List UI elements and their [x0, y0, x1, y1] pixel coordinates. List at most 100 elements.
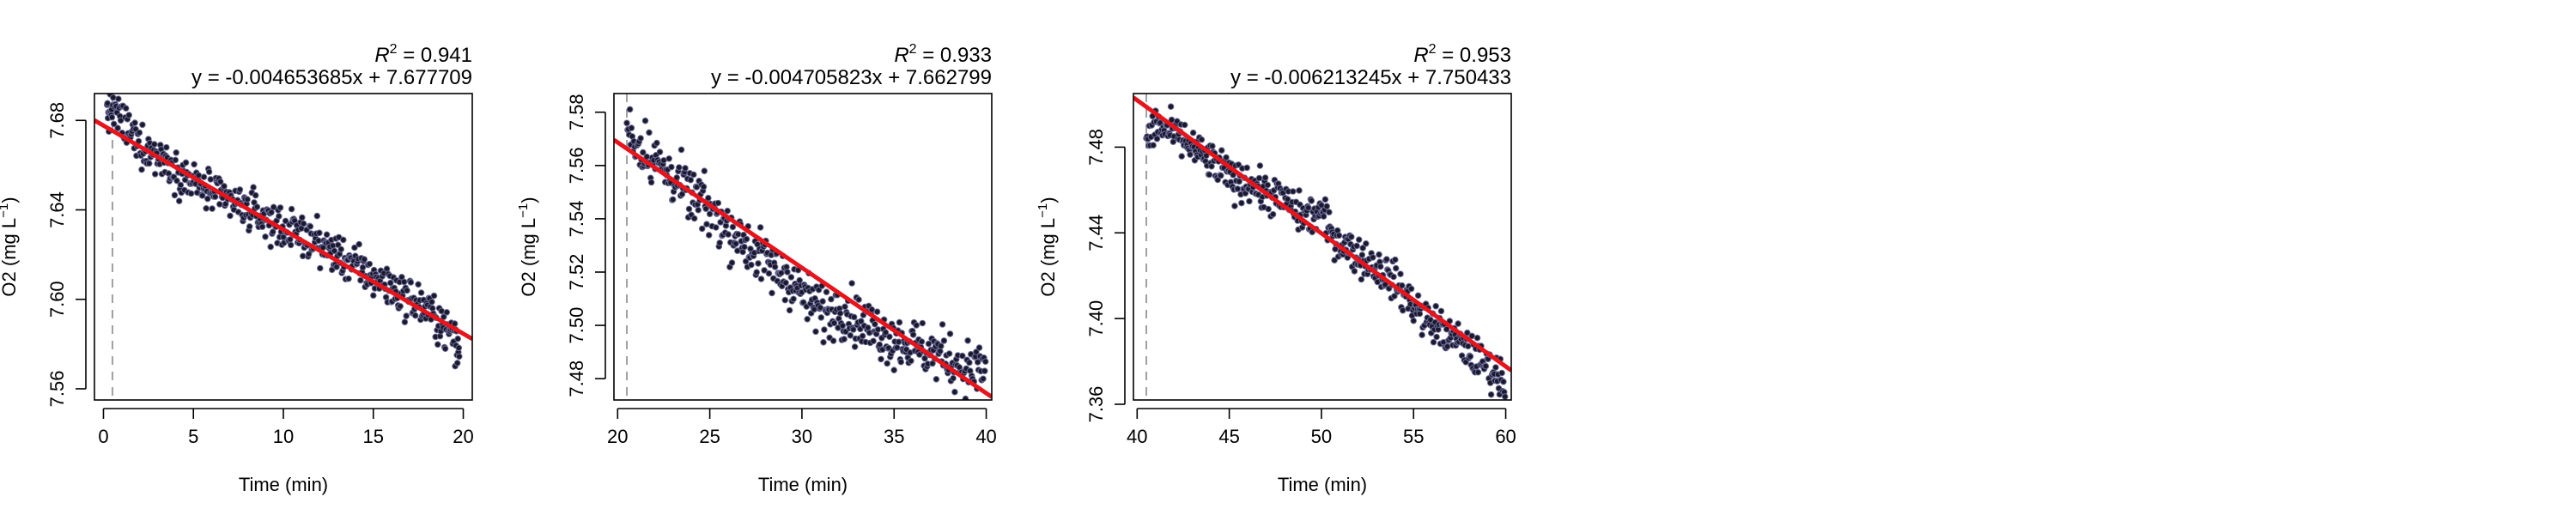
x-tick-label: 20	[453, 426, 473, 447]
data-point	[1363, 240, 1370, 247]
data-point	[430, 292, 438, 300]
data-point	[216, 178, 224, 185]
data-point	[1414, 292, 1422, 300]
data-point	[340, 236, 347, 244]
data-point	[1430, 338, 1437, 346]
data-point	[1351, 268, 1358, 275]
data-point	[677, 146, 685, 154]
data-point	[440, 313, 447, 321]
data-point	[940, 337, 948, 344]
data-point	[623, 119, 630, 127]
data-point	[975, 344, 983, 351]
x-tick-label: 45	[1218, 426, 1239, 447]
data-point	[748, 261, 755, 269]
data-point	[918, 338, 926, 345]
data-point	[200, 173, 208, 180]
data-point	[411, 312, 419, 319]
r-squared-value: = 0.933	[917, 44, 992, 67]
data-point	[1203, 152, 1210, 160]
r-squared-sup: 2	[1429, 42, 1437, 57]
data-point	[1320, 213, 1327, 220]
data-point	[755, 260, 762, 267]
x-tick-label: 25	[699, 426, 720, 447]
data-point	[687, 176, 695, 184]
y-axis-label-main: O2 (mg L	[0, 218, 20, 297]
y-axis-label-close: )	[518, 197, 539, 203]
data-point	[276, 204, 284, 211]
data-point	[138, 166, 145, 173]
data-point	[438, 307, 446, 315]
data-point	[668, 163, 675, 171]
data-point	[198, 192, 206, 199]
data-point	[873, 308, 881, 316]
data-point	[1167, 103, 1175, 110]
data-point	[1487, 391, 1495, 398]
data-point	[428, 298, 435, 306]
data-point	[1391, 293, 1398, 300]
r-squared-sup: 2	[909, 42, 917, 57]
data-point	[204, 195, 211, 203]
data-point	[938, 342, 945, 350]
data-point	[1492, 364, 1499, 371]
data-point	[151, 171, 159, 178]
data-point	[690, 171, 697, 179]
data-point	[270, 203, 277, 211]
data-point	[1236, 178, 1242, 185]
y-tick-label: 7.56	[566, 147, 587, 184]
data-point	[282, 217, 289, 225]
data-point	[830, 319, 838, 327]
y-axis-label-sup: −1	[0, 203, 11, 218]
x-axis-label: Time (min)	[758, 474, 848, 495]
data-point	[1218, 172, 1224, 179]
data-point	[187, 190, 195, 197]
data-point	[728, 259, 736, 266]
data-point	[839, 322, 847, 330]
data-point	[307, 223, 314, 230]
data-point	[895, 338, 902, 346]
data-point	[415, 281, 422, 288]
data-point	[896, 318, 903, 326]
data-point	[646, 129, 653, 136]
data-point	[357, 276, 364, 284]
y-axis-label-main: O2 (mg L	[1037, 218, 1059, 297]
data-point	[771, 264, 779, 270]
data-point	[787, 274, 795, 281]
data-point	[781, 296, 789, 304]
plot-frame	[94, 93, 473, 401]
data-point	[817, 314, 825, 321]
data-point	[1238, 199, 1245, 207]
data-point	[966, 359, 973, 367]
data-point	[716, 239, 724, 246]
regression-equation: y = -0.004705823x + 7.662799	[711, 66, 992, 89]
data-point	[874, 326, 882, 333]
data-point	[821, 326, 828, 333]
regression-line	[1133, 95, 1511, 373]
x-tick-label: 40	[1127, 426, 1147, 447]
data-point	[836, 310, 844, 317]
chart-panel-3: 40 45 50 55 60 Time (min) 7.36 7.40 7.44 7.48 O2 (…	[1036, 42, 1516, 495]
data-point	[191, 161, 197, 168]
data-point	[919, 319, 927, 327]
y-tick-label: 7.56	[46, 371, 68, 408]
data-point	[964, 337, 971, 344]
data-point	[221, 183, 228, 190]
data-point	[1243, 164, 1250, 172]
r-squared-label: R2 = 0.953	[1413, 42, 1511, 67]
data-point	[1473, 334, 1481, 342]
data-point	[323, 231, 331, 239]
data-point	[1464, 329, 1471, 336]
data-point	[258, 223, 266, 231]
data-point	[270, 228, 276, 235]
data-point	[626, 106, 634, 113]
data-point	[847, 332, 854, 339]
data-point	[1218, 147, 1225, 154]
y-tick-label: 7.64	[46, 191, 68, 228]
data-point	[334, 241, 342, 249]
data-point	[1390, 273, 1397, 281]
data-point	[741, 243, 748, 251]
data-point	[695, 206, 702, 214]
data-point	[1256, 162, 1264, 169]
data-point	[316, 229, 323, 237]
y-axis-label: O2 (mg L−1)	[0, 197, 20, 296]
y-tick-label: 7.54	[566, 200, 587, 237]
